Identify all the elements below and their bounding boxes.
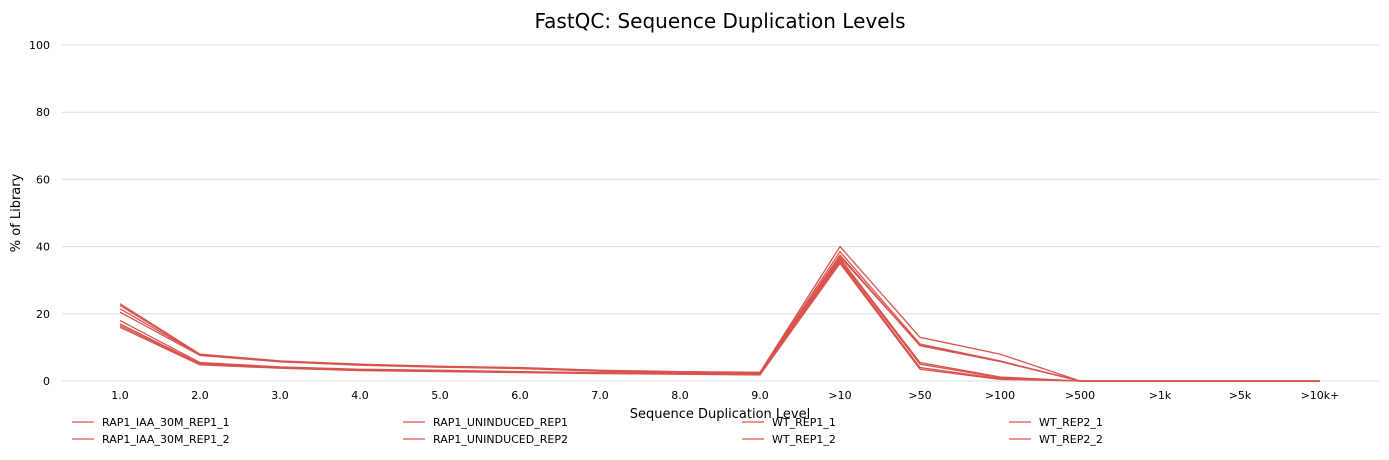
y-tick-label: 100	[29, 39, 50, 52]
y-tick-label: 40	[36, 241, 50, 254]
x-tick-label: 6.0	[511, 389, 529, 402]
legend-label: RAP1_UNINDUCED_REP2	[433, 433, 568, 446]
y-axis-label: % of Library	[9, 173, 24, 252]
y-tick-label: 0	[43, 375, 50, 388]
series-line-rap1-uninduced-rep2	[119, 256, 1320, 382]
x-tick-label: >10k+	[1301, 389, 1340, 402]
legend-item[interactable]: RAP1_IAA_30M_REP1_1	[72, 416, 230, 429]
x-tick-label: 1.0	[111, 389, 129, 402]
legend-item[interactable]: WT_REP1_2	[742, 433, 836, 446]
x-tick-label: 9.0	[751, 389, 769, 402]
legend-label: RAP1_UNINDUCED_REP1	[433, 416, 568, 429]
x-tick-label: 7.0	[591, 389, 609, 402]
x-tick-label: >50	[908, 389, 931, 402]
legend-item[interactable]: WT_REP2_1	[1009, 416, 1103, 429]
legend-item[interactable]: WT_REP1_1	[742, 416, 836, 429]
legend-label: WT_REP2_2	[1039, 433, 1103, 446]
x-tick-label: >100	[985, 389, 1015, 402]
x-tick-label: 3.0	[271, 389, 289, 402]
legend-item[interactable]: RAP1_UNINDUCED_REP1	[403, 416, 568, 429]
x-tick-label: 4.0	[351, 389, 369, 402]
legend-label: WT_REP1_2	[772, 433, 836, 446]
x-tick-label: >500	[1065, 389, 1095, 402]
legend: RAP1_IAA_30M_REP1_1 RAP1_IAA_30M_REP1_2 RA…	[72, 416, 1103, 446]
legend-item[interactable]: WT_REP2_2	[1009, 433, 1103, 446]
chart-title: FastQC: Sequence Duplication Levels	[534, 9, 905, 33]
x-tick-label: 8.0	[671, 389, 689, 402]
y-tick-label: 20	[36, 308, 50, 321]
legend-label: WT_REP1_1	[772, 416, 836, 429]
y-tick-labels: 0 20 40 60 80 100	[29, 39, 50, 388]
y-tick-label: 80	[36, 106, 50, 119]
x-tick-label: 5.0	[431, 389, 449, 402]
x-axis-label: Sequence Duplication Level	[630, 407, 810, 422]
legend-item[interactable]: RAP1_IAA_30M_REP1_2	[72, 433, 230, 446]
legend-label: WT_REP2_1	[1039, 416, 1103, 429]
series-line-rap1-iaa-30m-rep1-2	[119, 250, 1320, 382]
x-tick-labels: 1.0 2.0 3.0 4.0 5.0 6.0 7.0 8.0 9.0 >10 >50 >100 >50…	[111, 389, 1339, 402]
y-tick-label: 60	[36, 173, 50, 186]
x-tick-label: >10	[828, 389, 851, 402]
legend-label: RAP1_IAA_30M_REP1_2	[102, 433, 230, 446]
legend-item[interactable]: RAP1_UNINDUCED_REP2	[403, 433, 568, 446]
x-tick-label: >1k	[1149, 389, 1172, 402]
series-lines	[119, 245, 1320, 382]
legend-label: RAP1_IAA_30M_REP1_1	[102, 416, 230, 429]
x-tick-label: 2.0	[191, 389, 209, 402]
grid-lines	[62, 44, 1380, 382]
series-line-wt-rep2-2	[119, 262, 1320, 382]
x-tick-label: >5k	[1229, 389, 1252, 402]
